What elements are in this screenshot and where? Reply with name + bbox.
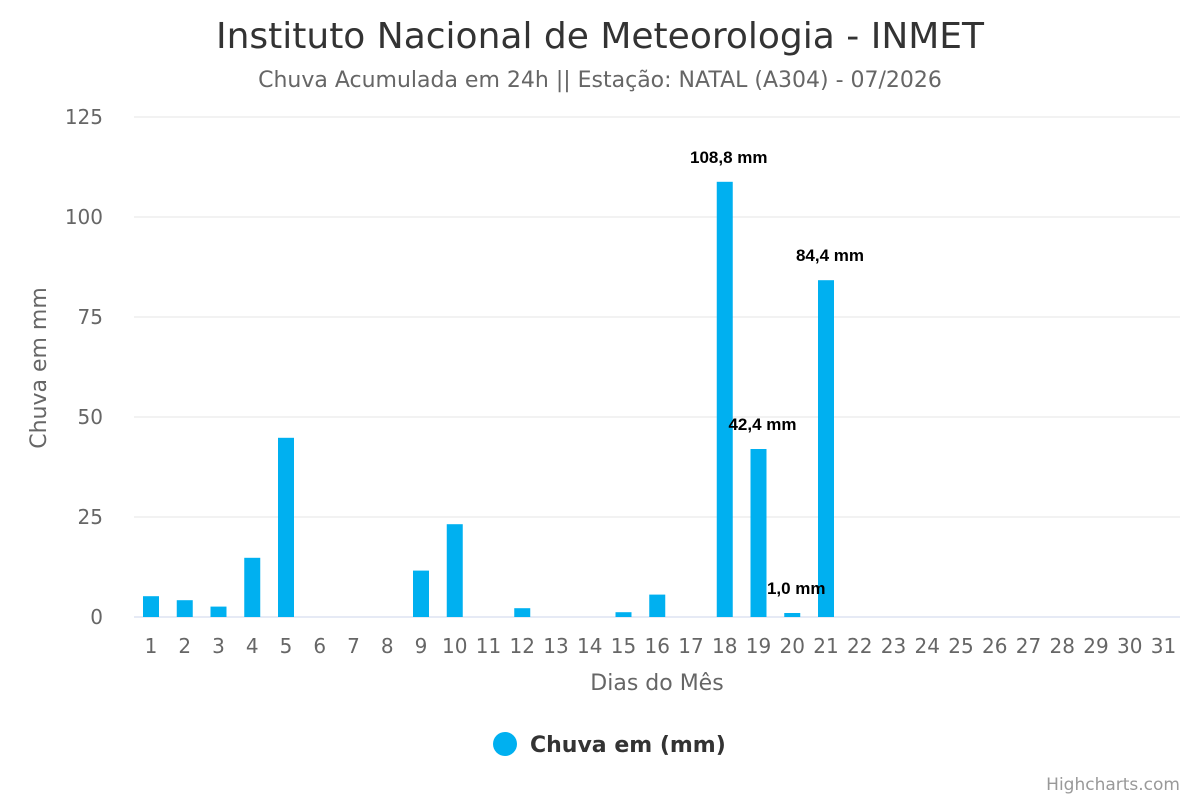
bar[interactable] (143, 596, 159, 617)
bar[interactable] (210, 606, 227, 617)
x-tick-label: 1 (145, 634, 158, 658)
bar[interactable] (176, 600, 193, 617)
x-axis-ticks: 1 2 3 4 5 6 7 8 9 10 11 12 13 14 15 16 17 18 19 20 21 22 23 24 2… (145, 634, 1177, 658)
x-tick-label: 26 (982, 634, 1007, 658)
bar[interactable] (244, 557, 261, 617)
bar[interactable] (818, 280, 834, 617)
bars (143, 181, 834, 618)
x-tick-label: 20 (780, 634, 805, 658)
x-tick-label: 3 (212, 634, 225, 658)
x-tick-label: 27 (1016, 634, 1041, 658)
y-axis-title: Chuva em mm (27, 287, 52, 449)
y-tick-label: 75 (78, 305, 103, 329)
grid-lines (134, 116, 1180, 618)
x-tick-label: 24 (915, 634, 940, 658)
bar[interactable] (649, 594, 666, 617)
legend-label[interactable]: Chuva em (mm) (530, 733, 726, 758)
data-labels: 108,8 mm 42,4 mm 1,0 mm 84,4 mm (690, 148, 864, 598)
data-label: 42,4 mm (728, 415, 796, 434)
x-tick-label: 21 (813, 634, 838, 658)
bar[interactable] (278, 437, 294, 617)
x-tick-label: 28 (1050, 634, 1075, 658)
y-tick-label: 100 (65, 205, 103, 229)
x-tick-label: 22 (847, 634, 872, 658)
legend[interactable]: Chuva em (mm) (493, 732, 726, 758)
bar[interactable] (784, 613, 801, 617)
x-tick-label: 15 (611, 634, 636, 658)
x-tick-label: 2 (178, 634, 191, 658)
data-label: 108,8 mm (690, 148, 768, 167)
y-tick-label: 50 (78, 405, 103, 429)
x-axis-title: Dias do Mês (590, 671, 723, 696)
bar[interactable] (615, 612, 632, 617)
x-tick-label: 11 (476, 634, 501, 658)
y-tick-label: 25 (78, 505, 103, 529)
y-tick-label: 0 (90, 605, 103, 629)
bar[interactable] (750, 449, 767, 617)
x-tick-label: 17 (678, 634, 703, 658)
x-tick-label: 13 (543, 634, 568, 658)
x-tick-label: 7 (347, 634, 360, 658)
x-tick-label: 5 (280, 634, 293, 658)
x-tick-label: 18 (712, 634, 737, 658)
x-tick-label: 23 (881, 634, 906, 658)
x-tick-label: 6 (313, 634, 326, 658)
x-tick-label: 4 (246, 634, 259, 658)
bar[interactable] (413, 570, 429, 617)
x-tick-label: 8 (381, 634, 394, 658)
bar[interactable] (514, 608, 531, 617)
data-label: 84,4 mm (796, 246, 864, 265)
bar[interactable] (446, 524, 463, 617)
chart-title: Instituto Nacional de Meteorologia - INM… (216, 16, 985, 57)
x-tick-label: 12 (510, 634, 535, 658)
data-label: 1,0 mm (767, 579, 826, 598)
credits-link[interactable]: Highcharts.com (1046, 775, 1180, 795)
x-tick-label: 30 (1117, 634, 1142, 658)
x-tick-label: 16 (645, 634, 670, 658)
x-tick-label: 14 (577, 634, 602, 658)
x-tick-label: 29 (1083, 634, 1108, 658)
x-tick-label: 19 (746, 634, 771, 658)
bar[interactable] (716, 181, 733, 618)
y-tick-label: 125 (65, 105, 103, 129)
legend-marker[interactable] (493, 732, 517, 756)
chart-subtitle: Chuva Acumulada em 24h || Estação: NATAL… (258, 68, 942, 93)
x-tick-label: 9 (415, 634, 428, 658)
x-tick-label: 10 (442, 634, 467, 658)
x-tick-label: 25 (948, 634, 973, 658)
y-axis-ticks: 0 25 50 75 100 125 (65, 105, 103, 629)
x-tick-label: 31 (1151, 634, 1176, 658)
